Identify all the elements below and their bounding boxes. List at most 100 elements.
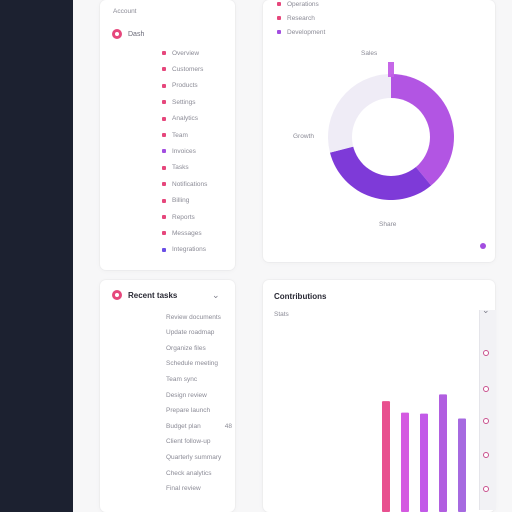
left-card-item[interactable]: Customers bbox=[162, 64, 203, 74]
task-item[interactable]: Design review bbox=[166, 390, 207, 400]
task-item[interactable]: Check analytics bbox=[166, 468, 212, 478]
task-label: Team sync bbox=[166, 375, 198, 383]
tasks-header-row: Recent tasks bbox=[112, 290, 177, 300]
task-item[interactable]: Organize files bbox=[166, 343, 206, 353]
donut-left-label: Growth bbox=[293, 133, 314, 140]
list-marker-icon bbox=[162, 51, 166, 55]
task-label: Final review bbox=[166, 485, 201, 493]
left-card-item-label: Settings bbox=[172, 98, 196, 106]
task-item[interactable]: Prepare launch bbox=[166, 406, 210, 416]
list-marker-icon bbox=[162, 215, 166, 219]
panel-icon-3[interactable] bbox=[483, 418, 489, 424]
left-card-header-row: Dash bbox=[112, 29, 144, 39]
left-card-item-label: Customers bbox=[172, 65, 204, 73]
panel-icon-5[interactable] bbox=[483, 486, 489, 492]
legend-label: Research bbox=[287, 14, 315, 22]
contributions-subheader: Stats bbox=[274, 311, 289, 318]
left-card-item-label: Integrations bbox=[172, 246, 206, 254]
list-marker-icon bbox=[162, 116, 166, 121]
list-marker-icon bbox=[162, 83, 166, 88]
task-label: Check analytics bbox=[166, 469, 212, 477]
left-card-header: Dash bbox=[128, 30, 145, 38]
chevron-down-icon[interactable]: ⌄ bbox=[212, 290, 220, 300]
side-panel: ⌄ bbox=[479, 306, 496, 510]
tasks-header: Recent tasks bbox=[128, 290, 178, 300]
bottom-left-card: Recent tasks ⌄ Review documents Update ro… bbox=[100, 280, 235, 512]
list-marker-icon bbox=[162, 149, 166, 154]
left-card-item[interactable]: Team bbox=[162, 130, 188, 140]
task-item[interactable]: Schedule meeting bbox=[166, 359, 218, 369]
main-canvas: Account Dash Overview Customers Products Se… bbox=[73, 0, 512, 512]
left-card-item-label: Invoices bbox=[172, 147, 196, 155]
list-marker-icon bbox=[162, 100, 166, 105]
task-item[interactable]: Review documents bbox=[166, 312, 221, 322]
donut-bottom-label: Share bbox=[379, 221, 397, 228]
list-marker-icon bbox=[162, 198, 166, 203]
legend-item: Operations bbox=[277, 0, 319, 9]
left-card-item[interactable]: Analytics bbox=[162, 114, 198, 124]
donut-center bbox=[352, 98, 430, 176]
legend-label: Operations bbox=[287, 0, 319, 8]
panel-icon-1[interactable] bbox=[483, 350, 489, 356]
left-card-item[interactable]: Notifications bbox=[162, 179, 207, 189]
legend-item: Research bbox=[277, 13, 315, 23]
task-item[interactable]: Team sync bbox=[166, 374, 197, 384]
task-value: 48 bbox=[224, 422, 232, 430]
task-label: Review documents bbox=[166, 313, 221, 321]
tasks-icon bbox=[112, 290, 122, 300]
bar bbox=[420, 413, 428, 512]
legend-swatch-icon bbox=[277, 30, 281, 34]
left-card-item[interactable]: Products bbox=[162, 81, 198, 91]
bottom-right-card: Contributions Stats ⌄ bbox=[263, 280, 496, 512]
task-item[interactable]: Budget plan 48 bbox=[166, 421, 232, 431]
list-marker-icon bbox=[162, 133, 166, 137]
panel-icon-4[interactable] bbox=[483, 452, 489, 458]
left-card-item-label: Messages bbox=[172, 229, 202, 237]
task-label: Budget plan bbox=[166, 422, 201, 430]
dashboard-icon bbox=[112, 29, 122, 39]
left-card-item-label: Tasks bbox=[172, 164, 189, 172]
left-card-item[interactable]: Settings bbox=[162, 97, 196, 107]
panel-chevron-icon[interactable]: ⌄ bbox=[482, 305, 490, 315]
donut-chart bbox=[328, 62, 454, 200]
bar bbox=[382, 401, 390, 512]
list-marker-icon bbox=[162, 231, 166, 236]
left-card-item[interactable]: Billing bbox=[162, 196, 189, 206]
status-dot bbox=[480, 243, 486, 249]
task-item[interactable]: Update roadmap bbox=[166, 328, 214, 338]
left-card-item-label: Notifications bbox=[172, 180, 208, 188]
left-card-item[interactable]: Messages bbox=[162, 228, 202, 238]
left-card-item-label: Billing bbox=[172, 197, 190, 205]
bar bbox=[401, 412, 409, 512]
panel-icon-2[interactable] bbox=[483, 386, 489, 392]
task-item[interactable]: Client follow-up bbox=[166, 437, 210, 447]
task-label: Prepare launch bbox=[166, 407, 211, 415]
left-card-item-label: Team bbox=[172, 131, 188, 139]
left-card-item[interactable]: Invoices bbox=[162, 146, 196, 156]
task-label: Quarterly summary bbox=[166, 453, 222, 461]
legend-label: Development bbox=[287, 28, 326, 36]
left-card-item-label: Analytics bbox=[172, 115, 199, 123]
right-card: Operations Research Development Sales Grow… bbox=[263, 0, 495, 262]
left-card-item[interactable]: Tasks bbox=[162, 163, 189, 173]
left-card-item[interactable]: Reports bbox=[162, 212, 195, 222]
legend-item: Development bbox=[277, 27, 325, 37]
left-card-item[interactable]: Overview bbox=[162, 48, 199, 58]
task-item[interactable]: Quarterly summary bbox=[166, 452, 221, 462]
list-marker-icon bbox=[162, 247, 166, 252]
task-label: Organize files bbox=[166, 344, 206, 352]
bar bbox=[458, 418, 466, 512]
left-card-item[interactable]: Integrations bbox=[162, 245, 206, 255]
task-item[interactable]: Final review bbox=[166, 484, 201, 494]
left-card-small-header: Account bbox=[113, 8, 137, 15]
left-card-item-label: Overview bbox=[172, 49, 200, 57]
legend-swatch-icon bbox=[277, 2, 281, 6]
task-label: Design review bbox=[166, 391, 207, 399]
list-marker-icon bbox=[162, 165, 166, 170]
list-marker-icon bbox=[162, 182, 166, 187]
bar-chart bbox=[382, 394, 466, 512]
task-label: Update roadmap bbox=[166, 329, 215, 337]
list-marker-icon bbox=[162, 67, 166, 72]
donut-marker bbox=[388, 62, 394, 77]
contributions-header: Contributions bbox=[274, 292, 327, 301]
